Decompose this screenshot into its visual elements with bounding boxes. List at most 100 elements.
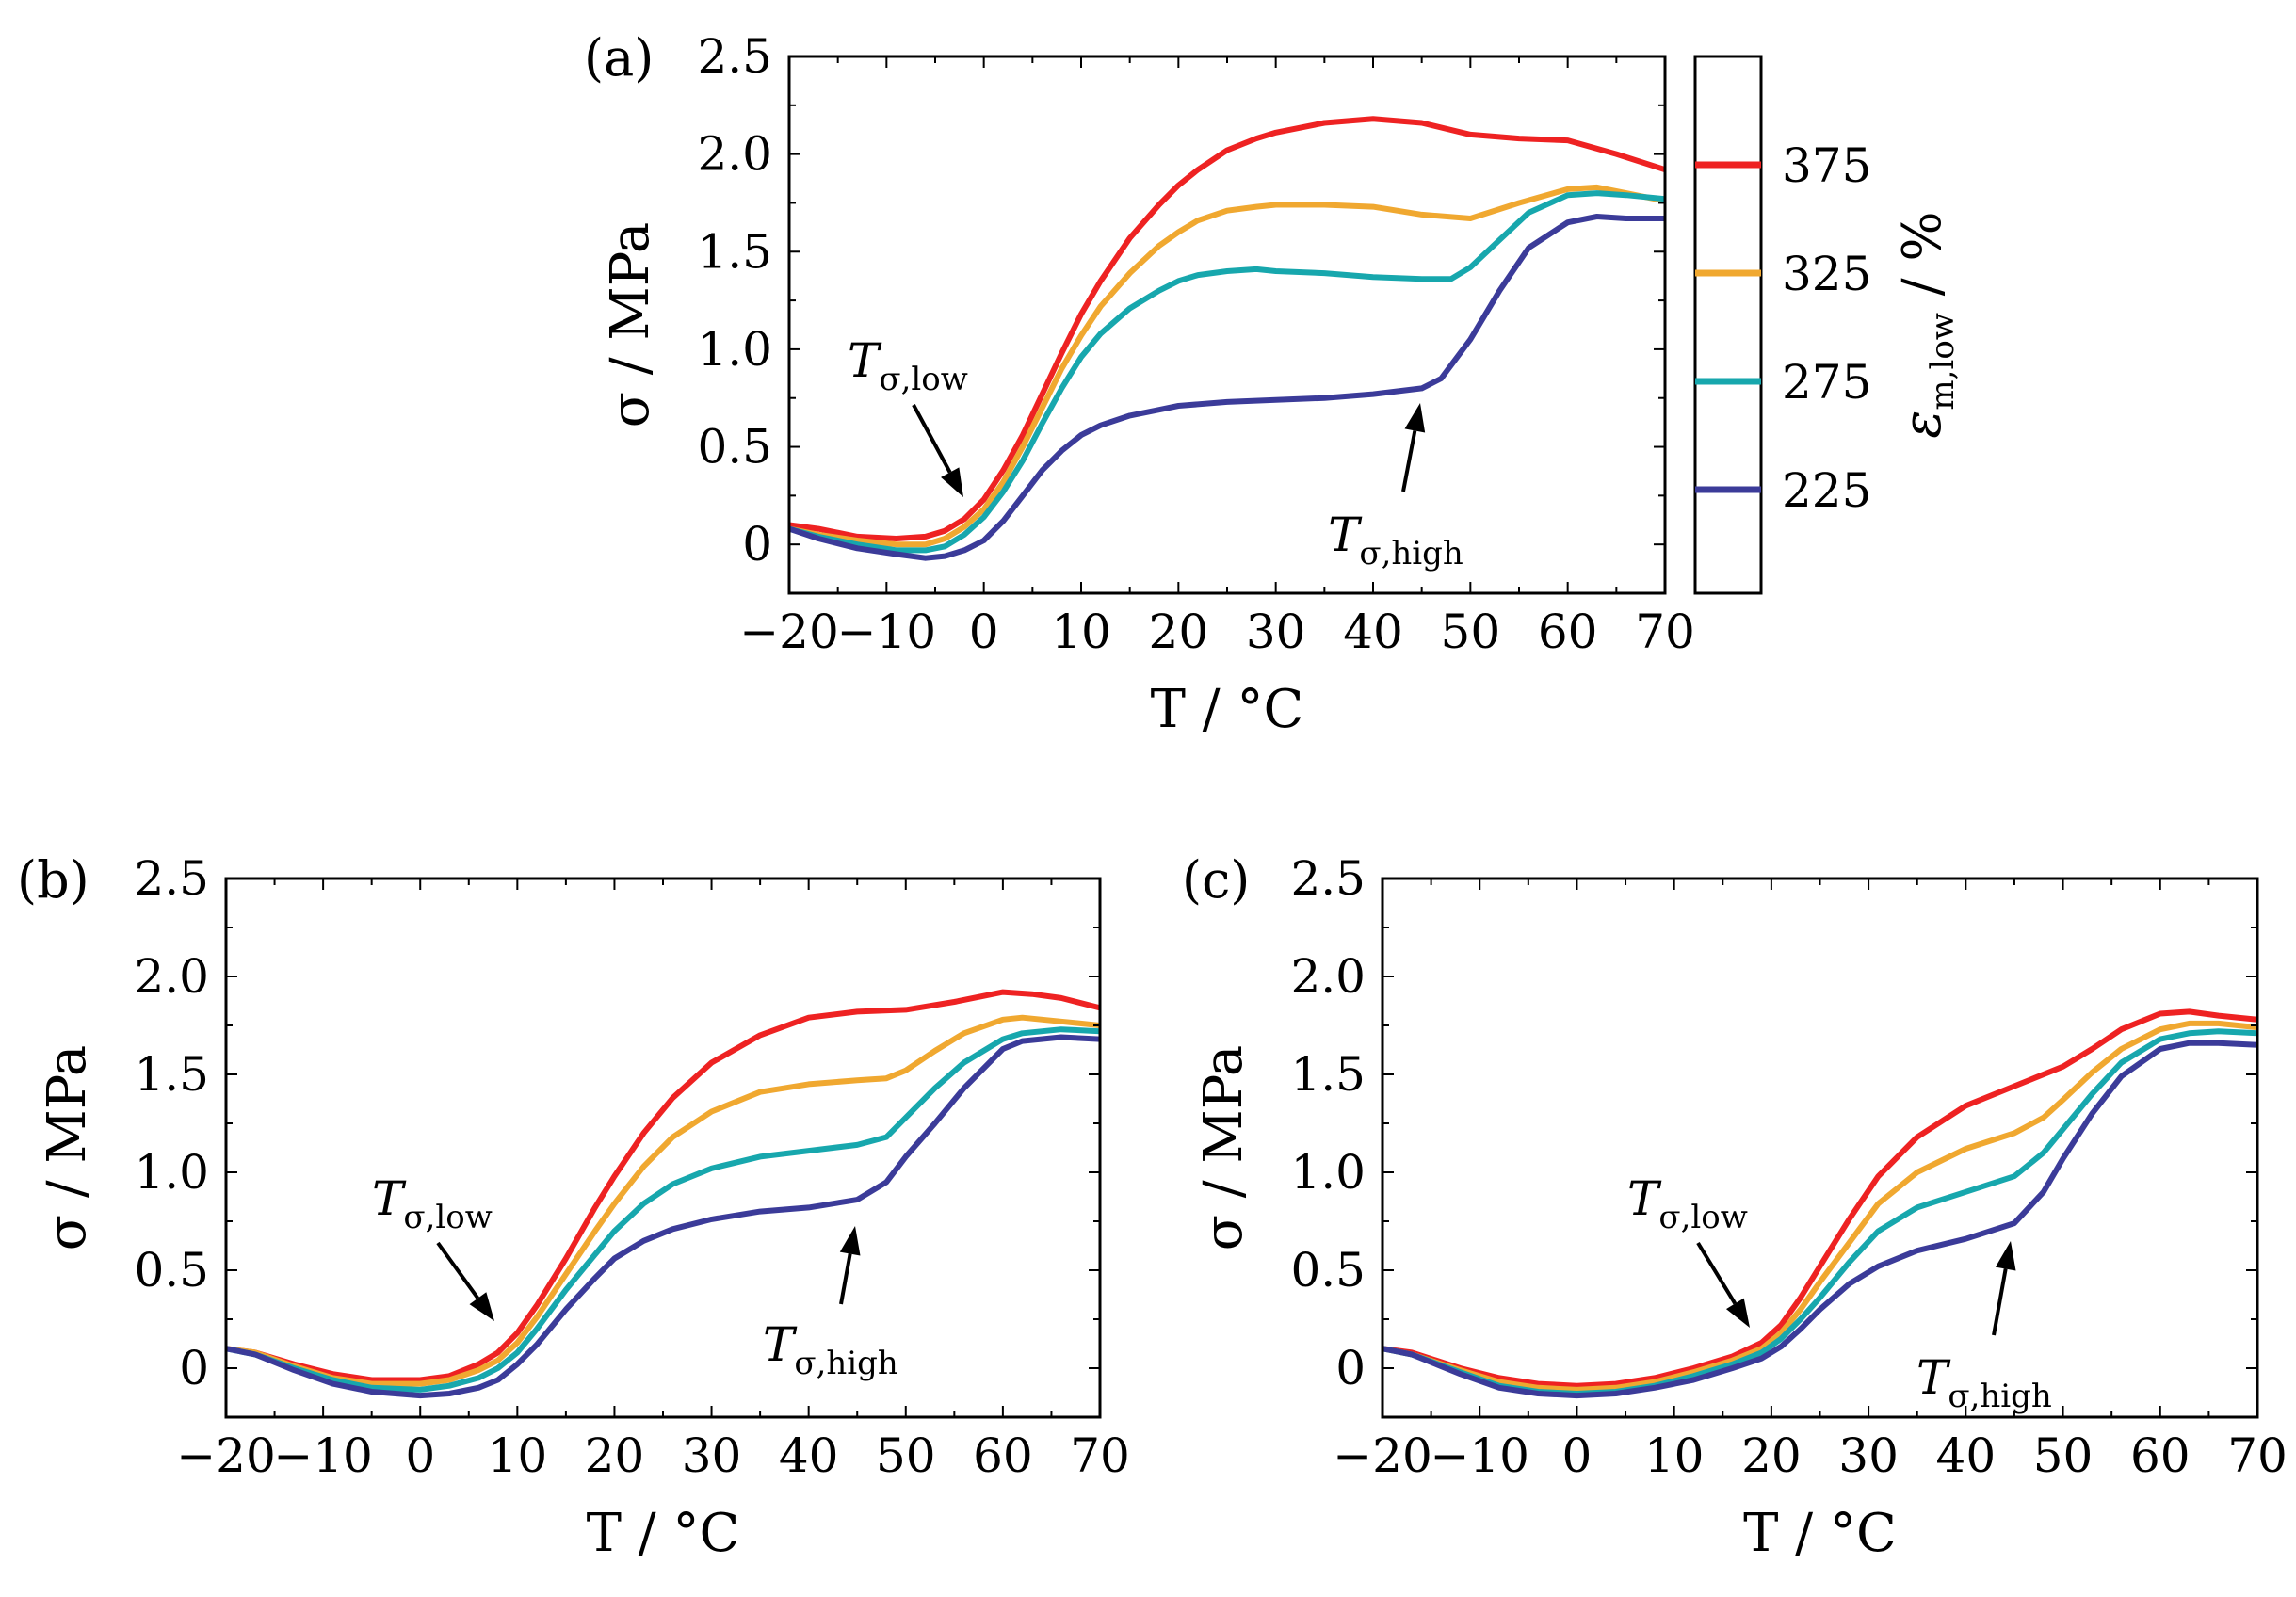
x-tick-label: 10 <box>1644 1428 1705 1483</box>
y-tick-label: 0 <box>1335 1341 1366 1395</box>
y-tick-label: 2.5 <box>697 29 772 84</box>
x-tick-label: 40 <box>779 1428 839 1483</box>
annotation-arrowhead <box>941 467 963 497</box>
x-tick-label: 50 <box>2033 1428 2094 1483</box>
x-tick-label: 40 <box>1343 605 1403 659</box>
legend-entry-375: 375 <box>1782 138 1871 193</box>
panel-label: (b) <box>17 850 89 910</box>
x-axis-title: T / °C <box>1743 1503 1897 1564</box>
x-tick-label: 30 <box>1838 1428 1899 1483</box>
y-tick-label: 0 <box>179 1341 209 1395</box>
legend-title: εm,low / % <box>1892 211 1962 438</box>
x-tick-label: 40 <box>1936 1428 1997 1483</box>
x-tick-label: 0 <box>969 605 999 659</box>
panel-label: (a) <box>584 28 654 88</box>
plot-frame <box>1381 877 2259 1419</box>
series-line-275 <box>1382 1028 2257 1396</box>
y-axis-title: σ / MPa <box>1193 1045 1254 1251</box>
x-tick-label: 60 <box>1538 605 1598 659</box>
x-tick-label: −10 <box>837 605 937 659</box>
y-axis-title: σ / MPa <box>600 222 661 428</box>
x-tick-label: 20 <box>585 1428 645 1483</box>
series-line-375 <box>789 116 1665 541</box>
series-line-275 <box>226 1026 1100 1393</box>
series-group <box>1382 1008 2257 1399</box>
y-tick-label: 1.0 <box>134 1145 209 1200</box>
annotation-label: Tσ,low <box>1627 1171 1748 1236</box>
y-tick-label: 2.5 <box>1290 851 1366 906</box>
x-tick-label: 60 <box>973 1428 1033 1483</box>
legend: 375 325 275 225 εm,low / % <box>1693 55 1962 595</box>
annotation-label: Tσ,high <box>1916 1350 2052 1415</box>
annotation-arrowhead <box>1404 403 1426 433</box>
annotation-label: Tσ,high <box>1328 508 1463 573</box>
legend-entry-225: 225 <box>1782 463 1871 518</box>
series-line-275 <box>789 190 1665 554</box>
panel-label: (c) <box>1182 850 1250 910</box>
annotation-label: Tσ,high <box>763 1317 898 1382</box>
y-tick-label: 2.0 <box>697 127 772 182</box>
annotation-label: Tσ,low <box>848 333 968 398</box>
series-group <box>226 989 1100 1399</box>
series-line-225 <box>789 214 1665 561</box>
series-line-325 <box>1382 1020 2257 1393</box>
y-tick-label: 2.5 <box>134 851 209 906</box>
series-line-325 <box>226 1014 1100 1387</box>
legend-entry-275: 275 <box>1782 355 1871 410</box>
x-tick-label: 10 <box>1051 605 1111 659</box>
x-tick-label: 10 <box>488 1428 548 1483</box>
y-tick-label: 2.0 <box>1290 949 1366 1004</box>
chart-panel-3: (c) −20−10 0 10 20 30 40 50 60 70 0 0.5 1.0 1.5 2.0 2.5… <box>1182 850 2288 1564</box>
series-line-375 <box>226 989 1100 1383</box>
x-tick-label: −20 <box>739 605 839 659</box>
y-tick-label: 0 <box>742 517 772 572</box>
y-tick-label: 2.0 <box>134 949 209 1004</box>
x-tick-label: 20 <box>1149 605 1209 659</box>
x-tick-label: −20 <box>176 1428 276 1483</box>
series-line-225 <box>1382 1040 2257 1399</box>
x-tick-label: 30 <box>1246 605 1306 659</box>
y-tick-label: 1.5 <box>697 224 772 279</box>
x-tick-label: −10 <box>273 1428 373 1483</box>
y-tick-label: 0.5 <box>1290 1243 1366 1298</box>
chart-panel-1: (a) −20−10 0 10 20 30 40 50 60 70 0 0.5 1.0 1.5 2.0 2.5… <box>584 28 1695 740</box>
legend-entry-325: 325 <box>1782 247 1871 301</box>
x-tick-label: 60 <box>2130 1428 2191 1483</box>
annotation-arrowhead <box>1725 1298 1750 1328</box>
y-tick-label: 1.5 <box>134 1047 209 1102</box>
x-tick-label: 50 <box>876 1428 936 1483</box>
y-tick-label: 1.0 <box>1290 1145 1366 1200</box>
series-line-375 <box>1382 1008 2257 1389</box>
y-tick-label: 0.5 <box>134 1243 209 1298</box>
y-axis-title: σ / MPa <box>37 1045 98 1251</box>
y-tick-label: 1.5 <box>1290 1047 1366 1102</box>
series-line-325 <box>789 184 1665 548</box>
x-tick-label: 20 <box>1741 1428 1802 1483</box>
x-tick-label: 30 <box>682 1428 742 1483</box>
annotation-arrow <box>1992 1268 2008 1336</box>
annotation-arrow <box>1401 430 1417 492</box>
x-tick-label: −10 <box>1430 1428 1529 1483</box>
x-tick-label: 70 <box>1635 605 1695 659</box>
x-tick-label: 70 <box>1070 1428 1130 1483</box>
annotation-arrowhead <box>1995 1241 2016 1271</box>
legend-box <box>1693 55 1763 595</box>
annotation-arrowhead <box>469 1292 494 1321</box>
y-tick-label: 0.5 <box>697 420 772 475</box>
x-axis-title: T / °C <box>1151 679 1304 740</box>
x-tick-label: 50 <box>1441 605 1501 659</box>
annotation-arrow <box>436 1241 480 1299</box>
series-group <box>789 116 1665 561</box>
series-line-225 <box>226 1034 1100 1399</box>
x-tick-label: 70 <box>2227 1428 2288 1483</box>
x-tick-label: 0 <box>405 1428 435 1483</box>
annotation-arrow <box>912 404 952 474</box>
x-tick-label: −20 <box>1333 1428 1432 1483</box>
annotation-label: Tσ,low <box>372 1171 493 1236</box>
x-tick-label: 0 <box>1562 1428 1593 1483</box>
y-tick-label: 1.0 <box>697 322 772 377</box>
annotation-arrow <box>839 1253 852 1305</box>
x-axis-title: T / °C <box>587 1503 740 1564</box>
annotation-arrow <box>1696 1241 1738 1305</box>
